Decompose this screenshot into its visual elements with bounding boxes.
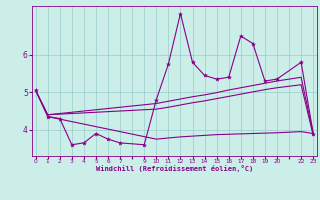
X-axis label: Windchill (Refroidissement éolien,°C): Windchill (Refroidissement éolien,°C): [96, 165, 253, 172]
